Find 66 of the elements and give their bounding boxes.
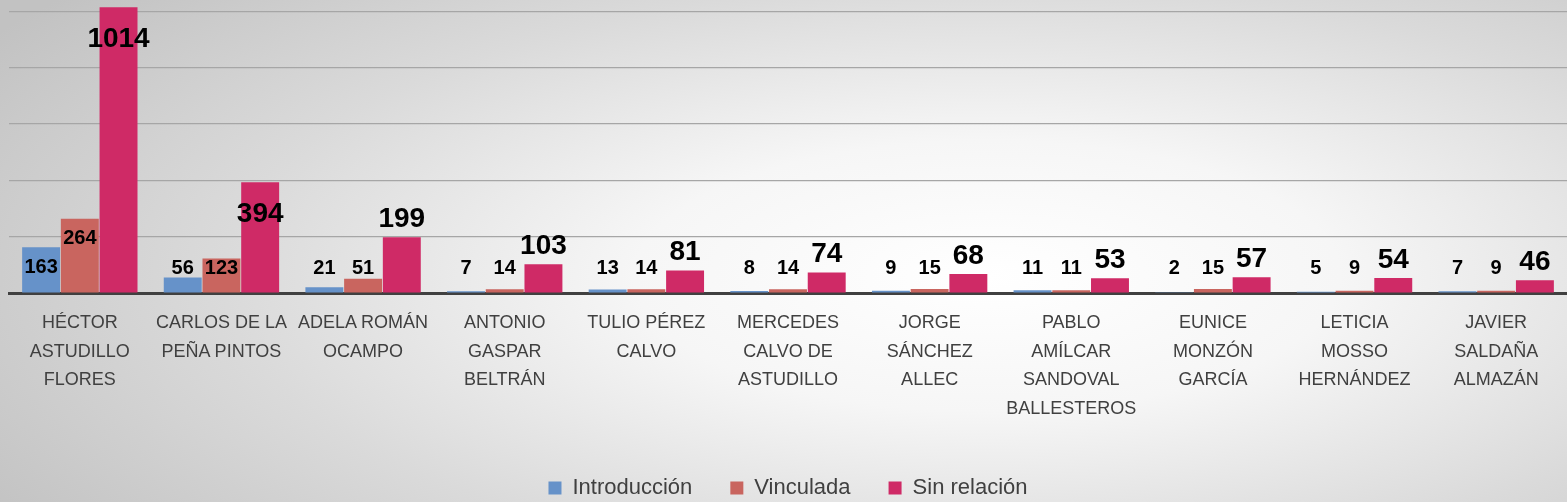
data-label: 11 bbox=[1021, 256, 1044, 279]
data-label: 14 bbox=[493, 256, 517, 279]
data-label: 5 bbox=[1310, 256, 1322, 279]
data-label: 2 bbox=[1168, 256, 1180, 279]
x-tick-label: MERCEDES CALVO DE ASTUDILLO bbox=[736, 312, 840, 390]
bar bbox=[1374, 278, 1413, 293]
data-label: 14 bbox=[776, 256, 800, 279]
data-label: 14 bbox=[635, 256, 659, 279]
data-label: 15 bbox=[1201, 256, 1225, 279]
bar bbox=[1515, 280, 1554, 293]
data-label: 74 bbox=[811, 237, 843, 269]
data-label: 68 bbox=[952, 238, 984, 270]
x-tick-label: PABLO AMÍLCAR SANDOVAL BALLESTEROS bbox=[1006, 312, 1137, 418]
bar bbox=[344, 278, 383, 293]
bar bbox=[1052, 290, 1091, 293]
data-label: 9 bbox=[885, 256, 897, 279]
x-tick-label: EUNICE MONZÓN GARCÍA bbox=[1172, 312, 1253, 390]
bar bbox=[60, 218, 99, 293]
data-label: 46 bbox=[1519, 244, 1551, 276]
legend-label: Vinculada bbox=[754, 474, 852, 500]
data-label: 15 bbox=[918, 256, 941, 279]
data-label: 163 bbox=[24, 254, 58, 277]
bar bbox=[1193, 289, 1232, 293]
data-label: 11 bbox=[1060, 256, 1082, 279]
bar bbox=[1013, 290, 1052, 293]
data-label: 9 bbox=[1490, 256, 1502, 279]
data-label: 8 bbox=[743, 256, 755, 279]
bar bbox=[163, 277, 202, 293]
data-label: 56 bbox=[171, 256, 194, 279]
x-tick-label: LETICIA MOSSO HERNÁNDEZ bbox=[1298, 312, 1411, 390]
bar bbox=[524, 264, 563, 293]
bar bbox=[485, 289, 524, 293]
data-label: 57 bbox=[1236, 241, 1268, 273]
data-label: 54 bbox=[1377, 242, 1410, 274]
bar bbox=[807, 272, 846, 293]
bar bbox=[666, 270, 705, 293]
bar bbox=[769, 289, 807, 293]
x-tick-label: HÉCTOR ASTUDILLO FLORES bbox=[29, 312, 130, 390]
data-label: 264 bbox=[63, 226, 98, 249]
x-tick-label: ADELA ROMÁN OCAMPO bbox=[298, 312, 429, 361]
x-tick-label: CARLOS DE LA PEÑA PINTOS bbox=[155, 312, 287, 361]
bar bbox=[382, 237, 421, 293]
bar bbox=[305, 287, 344, 293]
bar bbox=[910, 289, 949, 293]
data-label: 81 bbox=[669, 235, 701, 267]
data-label: 51 bbox=[351, 256, 375, 279]
legend-label: Introducción bbox=[572, 474, 693, 500]
data-label: 53 bbox=[1094, 243, 1126, 275]
legend-label: Sin relación bbox=[912, 474, 1028, 500]
data-label: 21 bbox=[313, 256, 336, 279]
bar bbox=[949, 274, 988, 293]
data-label: 13 bbox=[596, 256, 619, 279]
data-label: 123 bbox=[204, 256, 239, 279]
x-tick-label: JAVIER SALDAÑA ALMAZÁN bbox=[1453, 312, 1539, 390]
data-label: 199 bbox=[378, 201, 426, 233]
bar bbox=[588, 289, 627, 293]
bar bbox=[1091, 278, 1129, 293]
bar bbox=[1232, 277, 1271, 293]
bar bbox=[627, 289, 666, 293]
x-tick-label: ANTONIO GASPAR BELTRÁN bbox=[463, 312, 546, 390]
data-label: 9 bbox=[1348, 256, 1361, 279]
x-tick-label: TULIO PÉREZ CALVO bbox=[587, 312, 706, 361]
data-label: 103 bbox=[520, 228, 567, 260]
data-label: 7 bbox=[1451, 256, 1464, 279]
data-label: 7 bbox=[460, 256, 472, 279]
x-tick-label: JORGE SÁNCHEZ ALLEC bbox=[886, 312, 973, 390]
